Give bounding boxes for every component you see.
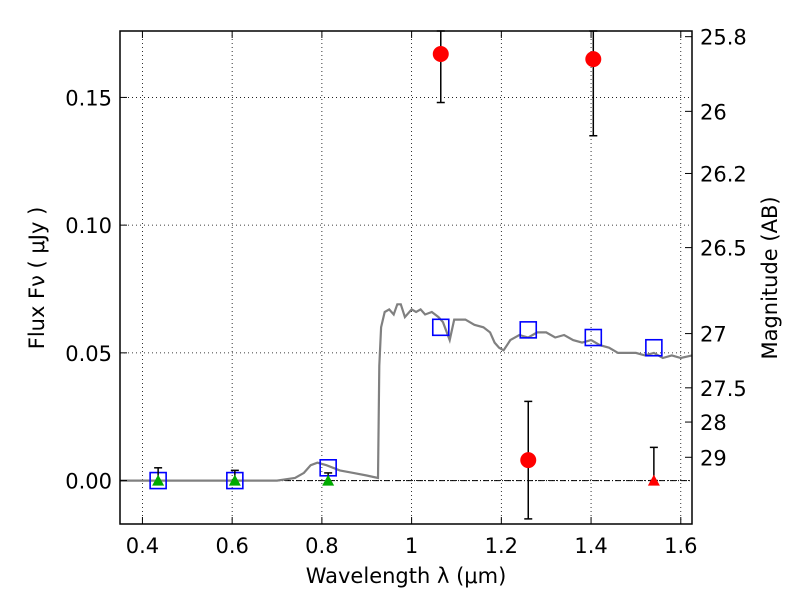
ticks: 0.4 0.6 0.8 1 1.2 1.4 1.6 0.00 0.05 0.10 0.15 25.8 2… <box>65 26 747 558</box>
y-right-tick-label: 25.8 <box>700 26 747 50</box>
y-right-tick-label: 26.5 <box>700 237 747 261</box>
grid <box>120 31 692 524</box>
detection-point <box>432 45 449 62</box>
x-tick-label: 1.4 <box>574 534 607 558</box>
y-right-axis-title: Magnitude (AB) <box>758 196 782 359</box>
y-tick-label: 0.05 <box>65 342 112 366</box>
y-right-tick-label: 29 <box>700 446 727 470</box>
detection-point <box>520 452 537 469</box>
model-flux-square <box>431 318 450 337</box>
x-tick-label: 1.6 <box>664 534 697 558</box>
model-spectrum <box>120 303 693 482</box>
x-axis-title: Wavelength λ (μm) <box>306 564 507 588</box>
x-tick-label: 0.4 <box>126 534 159 558</box>
y-right-tick-label: 27.5 <box>700 377 747 401</box>
model-flux-square <box>645 338 663 357</box>
observed-nondetections-triangle <box>228 474 241 486</box>
x-tick-label: 0.8 <box>305 534 338 558</box>
x-tick-label: 1 <box>405 534 418 558</box>
y-right-tick-label: 28 <box>700 411 727 435</box>
plot-frame <box>119 30 693 525</box>
y-right-tick-label: 27 <box>700 323 727 347</box>
data-markers <box>149 30 663 520</box>
detection-point <box>585 51 602 68</box>
model-flux-square <box>519 321 538 339</box>
y-tick-label: 0.10 <box>65 214 112 238</box>
y-tick-label: 0.00 <box>65 470 112 494</box>
observed-nondetections-triangle <box>322 474 335 486</box>
x-tick-label: 0.6 <box>215 534 248 558</box>
y-axis-title: Flux Fν ( μJy ) <box>25 207 49 350</box>
y-tick-label: 0.15 <box>65 86 112 110</box>
upper-limit-triangle <box>647 474 660 486</box>
x-tick-label: 1.2 <box>485 534 518 558</box>
model-flux-square <box>584 328 603 347</box>
spectrum-line <box>120 303 693 482</box>
y-right-tick-label: 26.2 <box>700 162 747 186</box>
observed-nondetections-triangle <box>152 474 165 486</box>
y-right-tick-label: 26 <box>700 100 727 124</box>
